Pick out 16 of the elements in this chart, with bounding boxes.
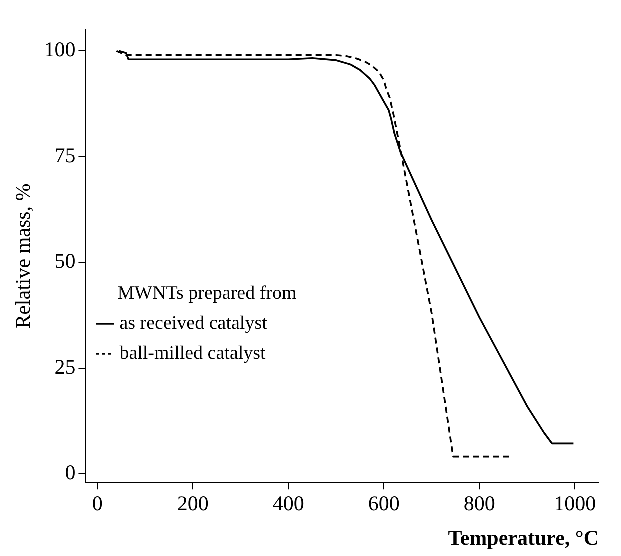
- y-tick-label: 100: [44, 38, 76, 62]
- y-tick-label: 0: [65, 460, 76, 485]
- legend-title: MWNTs prepared from: [116, 282, 297, 306]
- y-tick-label: 50: [54, 249, 76, 274]
- x-axis-title: Temperature, °C: [448, 526, 599, 550]
- y-tick-label: 25: [54, 354, 76, 379]
- x-tick-label: 600: [368, 492, 400, 516]
- legend-label: as received catalyst: [120, 312, 268, 336]
- y-tick-label: 75: [54, 143, 76, 168]
- x-tick-label: 1000: [554, 492, 596, 516]
- legend-label: ball-milled catalyst: [120, 342, 266, 366]
- x-tick-label: 0: [92, 492, 103, 516]
- x-tick-label: 400: [272, 492, 304, 516]
- x-tick-label: 200: [177, 492, 209, 516]
- x-tick-label: 800: [464, 492, 496, 516]
- y-axis-title: Relative mass, %: [11, 184, 36, 329]
